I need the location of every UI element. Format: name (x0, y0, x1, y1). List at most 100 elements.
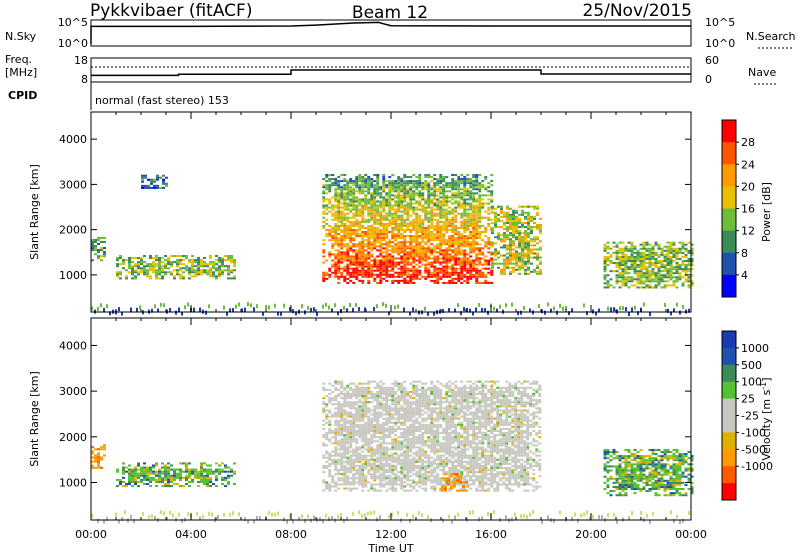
radar-cell (472, 208, 476, 211)
radar-cell (340, 216, 344, 219)
radar-cell (403, 277, 407, 280)
radar-cell (197, 470, 200, 473)
radar-cell (355, 214, 359, 217)
radar-cell (385, 265, 389, 268)
radar-cell (376, 413, 380, 416)
radar-cell (612, 262, 616, 265)
radar-cell (475, 186, 479, 189)
radar-cell (355, 415, 359, 418)
radar-cell (406, 281, 410, 284)
radar-cell (657, 255, 661, 258)
radar-cell (651, 264, 655, 267)
radar-cell (370, 247, 374, 250)
radar-cell (418, 269, 422, 272)
radar-cell (150, 186, 153, 189)
radar-cell (684, 249, 688, 252)
radar-cell (469, 190, 473, 193)
radar-cell (376, 415, 380, 418)
radar-cell (355, 456, 359, 459)
radar-cell (415, 269, 419, 272)
radar-cell (367, 226, 371, 229)
radar-cell (466, 243, 470, 246)
ground-scatter-cell (319, 517, 321, 522)
radar-cell (373, 380, 377, 383)
radar-cell (463, 237, 467, 240)
radar-cell (343, 442, 347, 445)
radar-cell (433, 226, 437, 229)
radar-cell (337, 407, 341, 410)
radar-cell (660, 266, 664, 269)
radar-cell (675, 253, 679, 256)
radar-cell (654, 264, 658, 267)
radar-cell (391, 208, 395, 211)
radar-cell (385, 481, 389, 484)
radar-cell (478, 200, 482, 203)
radar-cell (533, 226, 536, 229)
radar-cell (388, 184, 392, 187)
radar-cell (609, 278, 613, 281)
radar-cell (343, 454, 347, 457)
radar-cell (418, 216, 422, 219)
radar-cell (358, 253, 362, 256)
radar-cell (355, 446, 359, 449)
radar-cell (469, 251, 473, 254)
radar-cell (442, 198, 446, 201)
radar-cell (636, 270, 640, 273)
radar-cell (331, 475, 335, 478)
radar-cell (346, 462, 350, 465)
radar-cell (633, 266, 637, 269)
radar-cell (346, 425, 350, 428)
radar-cell (173, 275, 176, 278)
radar-cell (645, 241, 649, 244)
radar-cell (376, 222, 380, 225)
radar-cell (358, 434, 362, 437)
radar-cell (651, 255, 655, 258)
radar-cell (334, 448, 338, 451)
radar-cell (391, 269, 395, 272)
ground-scatter-cell (325, 513, 327, 518)
radar-cell (346, 218, 350, 221)
ground-scatter-cell (631, 307, 633, 312)
radar-cell (521, 256, 524, 259)
radar-cell (200, 478, 203, 481)
radar-cell (512, 209, 515, 212)
radar-cell (415, 271, 419, 274)
radar-cell (487, 267, 491, 270)
radar-cell (337, 281, 341, 284)
radar-cell (149, 478, 152, 481)
radar-cell (500, 205, 503, 208)
radar-cell (340, 483, 344, 486)
radar-cell (630, 280, 634, 283)
radar-cell (424, 269, 428, 272)
radar-cell (352, 180, 356, 183)
radar-cell (149, 275, 152, 278)
radar-cell (451, 255, 455, 258)
radar-cell (539, 232, 542, 235)
radar-cell (463, 261, 467, 264)
radar-cell (373, 214, 377, 217)
radar-cell (233, 482, 236, 486)
ground-scatter-cell (460, 311, 462, 316)
radar-cell (137, 267, 140, 270)
radar-cell (322, 251, 326, 254)
radar-cell (218, 269, 221, 272)
radar-cell (343, 392, 347, 396)
radar-cell (418, 257, 422, 260)
radar-cell (639, 286, 643, 289)
radar-cell (415, 200, 419, 203)
radar-cell (506, 260, 509, 263)
radar-cell (346, 395, 350, 398)
radar-cell (164, 271, 167, 274)
radar-cell (645, 272, 649, 275)
radar-cell (494, 217, 497, 220)
radar-cell (624, 255, 628, 258)
radar-cell (364, 460, 368, 463)
radar-cell (448, 271, 452, 274)
radar-cell (200, 269, 203, 272)
radar-cell (445, 196, 449, 199)
radar-cell (334, 184, 338, 187)
radar-cell (337, 382, 341, 385)
radar-cell (355, 411, 359, 414)
power-colorbar-tick: 24 (741, 158, 755, 171)
radar-cell (343, 411, 347, 414)
